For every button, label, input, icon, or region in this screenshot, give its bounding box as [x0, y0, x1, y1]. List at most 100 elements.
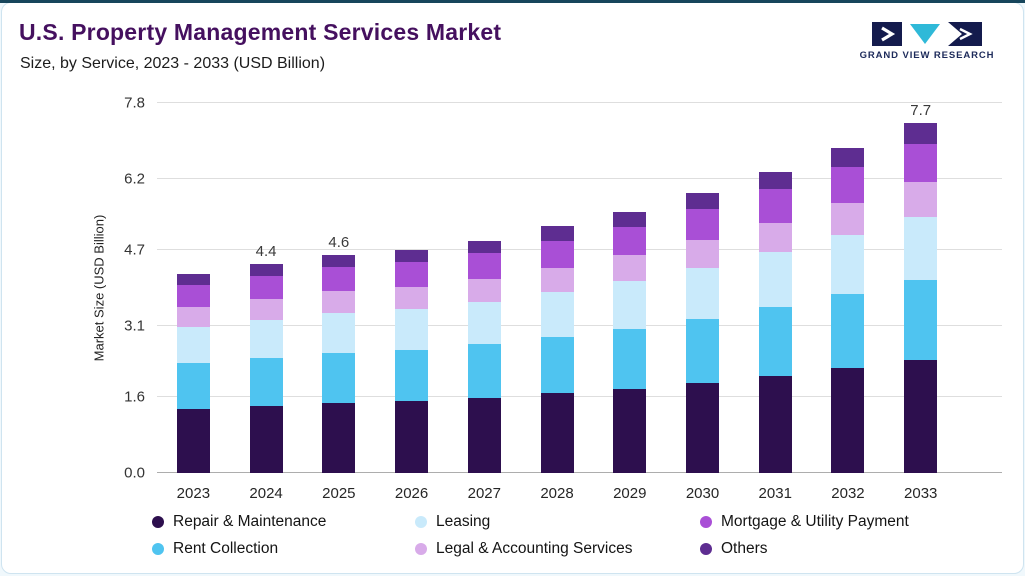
bar-slot-2032 [812, 103, 885, 473]
stacked-bar-2032 [831, 148, 865, 473]
x-tick-label: 2033 [904, 485, 938, 502]
bar-segment-others [249, 264, 283, 277]
legend-label: Repair & Maintenance [173, 513, 327, 530]
bar-segment-rent-collection [322, 352, 356, 403]
bar-segment-legal-accounting-services [176, 307, 210, 327]
bar-segment-legal-accounting-services [904, 182, 938, 217]
legend-dot-icon [415, 516, 427, 528]
bar-slot-2025: 4.6 [302, 103, 375, 473]
x-tick-label: 2023 [176, 485, 211, 502]
bar-slot-2024: 4.4 [230, 103, 303, 473]
stacked-bar-2026 [395, 250, 429, 473]
bar-slot-2030 [666, 103, 739, 473]
gridline [157, 396, 1002, 398]
gridline [157, 177, 1002, 179]
logo-text: GRAND VIEW RESEARCH [859, 50, 995, 61]
bar-segment-leasing [758, 252, 792, 307]
x-tick-label: 2027 [467, 485, 501, 502]
bar-segment-rent-collection [758, 307, 792, 376]
legend-label: Mortgage & Utility Payment [721, 513, 909, 530]
grand-view-research-logo: GRAND VIEW RESEARCH [851, 21, 1003, 61]
y-tick-label: 0.0 [124, 464, 145, 482]
bar-segment-repair-maintenance [686, 382, 719, 473]
page-title: U.S. Property Management Services Market [19, 19, 502, 45]
stacked-bar-2027 [467, 240, 501, 473]
stacked-bar-2031 [758, 171, 792, 473]
x-tick-label: 2026 [394, 485, 429, 502]
bar-segment-mortgage-utility-payment [540, 240, 574, 268]
bar-segment-leasing [613, 281, 647, 329]
bar-segment-repair-maintenance [758, 375, 792, 473]
bar-segment-legal-accounting-services [467, 279, 501, 303]
bar-slot-2031 [739, 103, 812, 473]
bar-segment-others [395, 250, 429, 263]
bar-segment-rent-collection [904, 280, 938, 361]
stacked-bar-2025 [322, 254, 356, 473]
bar-segment-mortgage-utility-payment [904, 143, 938, 183]
bar-segment-legal-accounting-services [322, 290, 356, 313]
stacked-bar-2028 [540, 226, 574, 473]
legend-item-rent-collection: Rent Collection [152, 540, 415, 558]
bar-segment-legal-accounting-services [831, 202, 865, 235]
bar-segment-others [831, 148, 865, 168]
legend-label: Legal & Accounting Services [436, 540, 633, 557]
y-tick-label: 6.2 [124, 170, 145, 188]
legend-dot-icon [700, 516, 712, 528]
bar-segment-others [176, 273, 210, 286]
stacked-bar-2023 [176, 273, 210, 473]
bar-value-label: 4.6 [328, 233, 350, 251]
legend-dot-icon [700, 543, 712, 555]
bar-segment-legal-accounting-services [395, 286, 429, 309]
bar-segment-repair-maintenance [613, 388, 647, 473]
bars-layer: 4.4 4.6 7.7 [157, 103, 957, 473]
bar-segment-leasing [467, 302, 501, 345]
bar-segment-others [467, 240, 501, 254]
bar-segment-repair-maintenance [322, 402, 356, 473]
bar-segment-legal-accounting-services [686, 240, 719, 269]
bar-segment-repair-maintenance [831, 368, 865, 473]
stacked-bar-2030 [686, 193, 719, 473]
y-tick-label: 7.8 [124, 94, 145, 112]
gridline [157, 249, 1002, 251]
x-axis-line [157, 472, 1002, 473]
bar-slot-2023 [157, 103, 230, 473]
legend-item-others: Others [700, 540, 1002, 558]
legend-item-repair-maintenance: Repair & Maintenance [152, 513, 415, 531]
bar-segment-rent-collection [249, 357, 283, 406]
y-axis-title: Market Size (USD Billion) [91, 214, 107, 362]
stacked-bar-2029 [613, 212, 647, 473]
bar-segment-others [904, 123, 938, 144]
bar-segment-others [758, 171, 792, 190]
bar-segment-mortgage-utility-payment [322, 267, 356, 291]
page-subtitle: Size, by Service, 2023 - 2033 (USD Billi… [20, 55, 326, 72]
legend: Repair & Maintenance Leasing Mortgage & Ut… [152, 513, 1002, 558]
y-tick-label: 3.1 [124, 317, 145, 335]
stacked-bar-2024 [249, 264, 283, 473]
x-tick-label: 2024 [249, 485, 283, 502]
bar-segment-mortgage-utility-payment [686, 209, 719, 241]
bar-segment-rent-collection [613, 328, 647, 389]
bar-segment-rent-collection [831, 293, 865, 369]
bar-segment-rent-collection [395, 349, 429, 401]
bar-segment-others [613, 212, 647, 227]
x-tick-label: 2029 [613, 485, 647, 502]
gridline [157, 102, 1002, 103]
bar-segment-mortgage-utility-payment [758, 189, 792, 223]
bar-slot-2026 [375, 103, 448, 473]
stacked-bar-2033 [904, 123, 938, 473]
bar-slot-2027 [448, 103, 521, 473]
bar-segment-repair-maintenance [904, 360, 938, 473]
bar-segment-leasing [249, 319, 283, 358]
legend-item-mortgage-utility-payment: Mortgage & Utility Payment [700, 513, 1002, 531]
bar-segment-leasing [176, 326, 210, 363]
bar-value-label: 4.4 [255, 243, 277, 261]
bar-slot-2033: 7.7 [884, 103, 957, 473]
plot-area: 0.0 1.6 3.1 4.7 6.2 7.8 4.4 4.6 7.7 [124, 96, 1002, 481]
x-axis-labels: 2023 2024 2025 2026 2027 2028 2029 2030 2031 2032… [157, 485, 957, 502]
x-tick-label: 2031 [758, 485, 792, 502]
x-tick-label: 2028 [540, 485, 574, 502]
bar-segment-legal-accounting-services [758, 222, 792, 253]
bar-segment-legal-accounting-services [249, 298, 283, 320]
bar-segment-leasing [540, 292, 574, 337]
